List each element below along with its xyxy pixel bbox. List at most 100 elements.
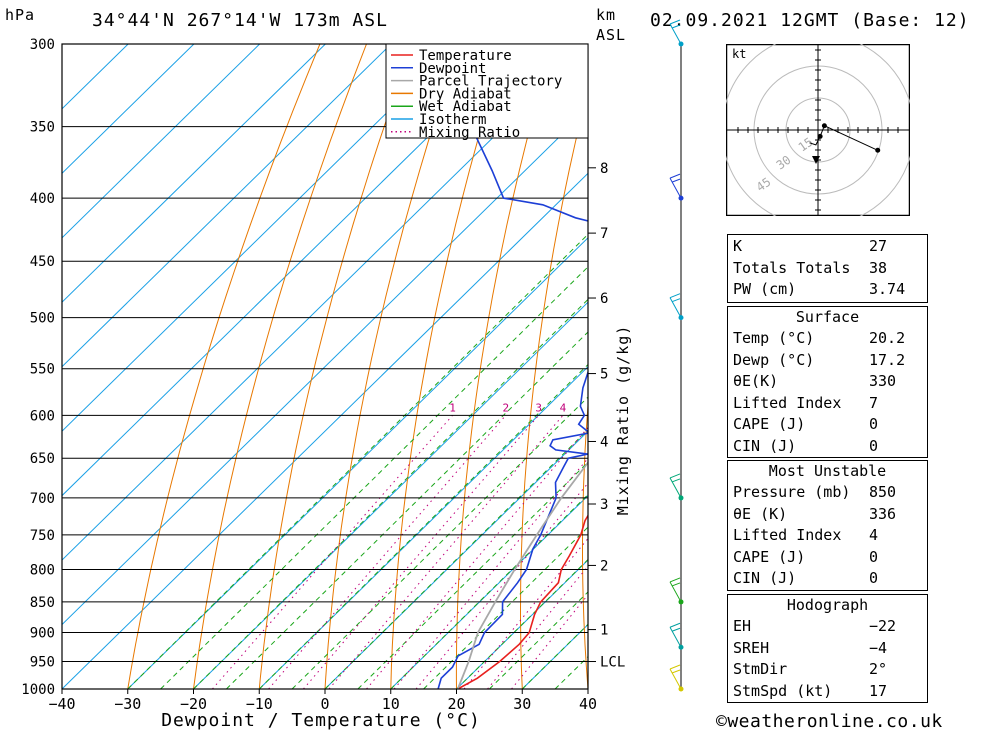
mixing-ratio-line bbox=[303, 414, 540, 689]
copyright-link[interactable]: ©weatheronline.co.uk bbox=[716, 711, 943, 732]
index-label: Temp (°C) bbox=[733, 329, 815, 347]
mixing-ratio-axis-label: Mixing Ratio (g/kg) bbox=[614, 325, 632, 516]
index-row: SREH −4 bbox=[728, 638, 927, 660]
km-tick-label: LCL bbox=[600, 655, 625, 671]
index-value: 850 bbox=[869, 483, 897, 501]
mixing-ratio-label: 3 bbox=[535, 401, 542, 414]
hodograph-ring-label: 45 bbox=[754, 175, 774, 195]
wet-adiabat-line bbox=[423, 526, 588, 689]
isotherm-line bbox=[62, 44, 129, 110]
index-row: θE (K) 336 bbox=[728, 504, 927, 526]
km-tick-label: 2 bbox=[600, 558, 608, 574]
hodograph-unit-label: kt bbox=[732, 47, 746, 61]
index-value: 0 bbox=[869, 569, 879, 587]
index-value: 38 bbox=[869, 258, 888, 277]
pressure-tick-label: 500 bbox=[30, 311, 55, 327]
isotherm-line bbox=[62, 108, 588, 626]
mixing-ratio-label: 2 bbox=[502, 401, 509, 414]
index-label: Dewp (°C) bbox=[733, 350, 815, 369]
hodograph-point bbox=[817, 133, 823, 139]
index-value: 0 bbox=[869, 415, 879, 433]
location-title: 34°44'N 267°14'W 173m ASL bbox=[92, 10, 388, 31]
index-label: Lifted Index bbox=[733, 393, 842, 412]
index-label: CIN (J) bbox=[733, 569, 797, 587]
index-value: −4 bbox=[869, 638, 888, 657]
index-label: EH bbox=[733, 617, 752, 635]
isotherm-line bbox=[62, 44, 326, 303]
pressure-tick-label: 950 bbox=[30, 655, 55, 671]
pressure-tick-label: 700 bbox=[30, 491, 55, 507]
pressure-tick-label: 750 bbox=[30, 528, 55, 544]
index-row: Lifted Index 4 bbox=[728, 525, 927, 547]
index-row: K 27 bbox=[728, 236, 927, 258]
wind-barb bbox=[669, 473, 682, 499]
pressure-tick-label: 850 bbox=[30, 595, 55, 611]
index-value: 0 bbox=[869, 436, 879, 455]
index-row: CIN (J) 0 bbox=[728, 436, 927, 458]
pressure-tick-label: 450 bbox=[30, 254, 55, 270]
wind-barb bbox=[669, 19, 682, 45]
x-tick-label: 10 bbox=[382, 695, 400, 713]
mixing-ratio-line bbox=[511, 593, 588, 689]
datetime-title: 02.09.2021 12GMT (Base: 12) bbox=[650, 10, 970, 31]
mixing-ratio-line bbox=[393, 457, 588, 689]
wet-adiabat-line bbox=[357, 461, 588, 689]
index-row: Temp (°C) 20.2 bbox=[728, 328, 927, 350]
height-unit-asl: ASL bbox=[596, 26, 627, 44]
index-label: θE (K) bbox=[733, 504, 788, 523]
wind-barb bbox=[669, 664, 682, 690]
parcel-trajectory-series bbox=[456, 461, 588, 689]
surface-title: Surface bbox=[795, 308, 860, 326]
hodograph-table-panel: Hodograph EH −22 SREH −4 StmDir 2° StmSpd (kt)… bbox=[727, 594, 928, 703]
km-tick-label: 1 bbox=[600, 623, 608, 639]
isotherm-line bbox=[62, 44, 195, 175]
skewt-chart: 12346810162025 3003504004505005506006507… bbox=[21, 37, 632, 731]
mixing-ratio-label: 1 bbox=[449, 401, 456, 414]
index-label: Totals Totals bbox=[733, 258, 851, 277]
isotherm-line bbox=[62, 44, 392, 368]
wind-barb-column bbox=[669, 19, 684, 692]
hodograph-ring-label: 30 bbox=[774, 153, 794, 173]
isotherm-line bbox=[62, 44, 458, 432]
index-value: −22 bbox=[869, 617, 897, 635]
km-tick-label: 8 bbox=[600, 161, 608, 177]
wet-adiabat-line bbox=[390, 493, 588, 689]
legend-label: Dry Adiabat bbox=[419, 86, 512, 102]
mixing-ratio-label: 6 bbox=[595, 401, 602, 414]
pressure-tick-label: 400 bbox=[30, 191, 55, 207]
height-unit-km: km bbox=[596, 6, 617, 24]
index-row: Lifted Index 7 bbox=[728, 393, 927, 415]
storm-motion-marker bbox=[812, 156, 820, 164]
wet-adiabat-line bbox=[127, 233, 588, 689]
surface-panel: Surface Temp (°C) 20.2 Dewp (°C) 17.2 θE(K) 3… bbox=[727, 306, 928, 458]
index-label: θE(K) bbox=[733, 372, 779, 390]
index-row: CIN (J) 0 bbox=[728, 568, 927, 590]
isotherm-line bbox=[258, 365, 588, 689]
wind-barb bbox=[669, 293, 682, 318]
index-label: CAPE (J) bbox=[733, 415, 806, 433]
dry-adiabat-line bbox=[193, 44, 367, 689]
index-value: 17 bbox=[869, 681, 888, 700]
index-value: 20.2 bbox=[869, 329, 906, 347]
index-value: 4 bbox=[869, 526, 879, 544]
indices-panel: K 27 Totals Totals 38 PW (cm) 3.74 bbox=[727, 234, 928, 303]
km-tick-label: 7 bbox=[600, 226, 608, 242]
legend-label: Dewpoint bbox=[419, 61, 486, 77]
index-value: 2° bbox=[869, 660, 888, 678]
pressure-tick-label: 800 bbox=[30, 562, 55, 578]
mixing-ratio-line bbox=[268, 414, 507, 689]
x-tick-label: 0 bbox=[320, 695, 329, 713]
index-value: 27 bbox=[869, 237, 888, 255]
most-unstable-title: Most Unstable bbox=[768, 462, 887, 480]
index-label: StmSpd (kt) bbox=[733, 681, 833, 700]
index-row: CAPE (J) 0 bbox=[728, 547, 927, 569]
pressure-unit-label: hPa bbox=[5, 6, 36, 24]
km-tick-label: 4 bbox=[600, 434, 608, 450]
pressure-tick-label: 650 bbox=[30, 451, 55, 467]
index-label: PW (cm) bbox=[733, 280, 797, 298]
pressure-tick-label: 1000 bbox=[21, 682, 55, 698]
pressure-tick-label: 600 bbox=[30, 408, 55, 424]
index-row: StmDir 2° bbox=[728, 659, 927, 681]
wet-adiabat-line bbox=[489, 591, 588, 689]
